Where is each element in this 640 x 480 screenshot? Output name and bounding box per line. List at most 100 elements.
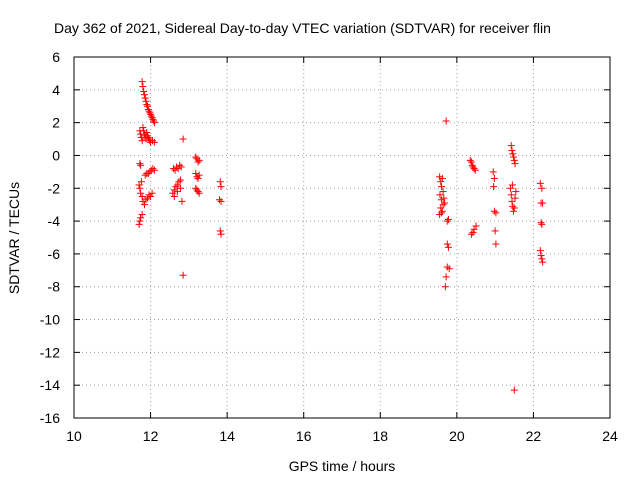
data-point — [437, 204, 445, 212]
data-point — [170, 186, 178, 194]
data-point — [467, 230, 475, 238]
data-point — [137, 189, 145, 197]
data-point — [436, 191, 444, 199]
data-point — [469, 229, 477, 237]
data-point — [511, 160, 519, 168]
data-point — [443, 240, 451, 248]
data-point — [215, 196, 223, 204]
data-point — [147, 112, 155, 120]
gridlines — [74, 57, 610, 418]
data-point — [537, 219, 545, 227]
y-tick-label: -8 — [48, 279, 61, 295]
data-point — [509, 202, 517, 210]
data-point — [538, 184, 546, 192]
data-point — [144, 133, 152, 141]
data-point — [437, 178, 445, 186]
data-point — [470, 165, 478, 173]
data-point — [195, 171, 203, 179]
data-point — [438, 209, 446, 217]
data-point — [138, 137, 146, 145]
data-point — [192, 153, 200, 161]
data-point — [136, 217, 144, 225]
data-point — [444, 215, 452, 223]
data-point — [150, 166, 158, 174]
data-point — [445, 265, 453, 273]
data-point — [508, 197, 516, 205]
data-point — [148, 189, 156, 197]
y-tick-label: -6 — [48, 246, 61, 262]
data-point — [137, 133, 145, 141]
data-point — [442, 273, 450, 281]
data-point — [194, 188, 202, 196]
data-point — [508, 181, 516, 189]
data-point — [137, 214, 145, 222]
data-point — [169, 189, 177, 197]
data-point — [506, 184, 514, 192]
data-point — [142, 196, 150, 204]
data-point — [443, 217, 451, 225]
data-point — [137, 178, 145, 186]
data-point — [137, 161, 145, 169]
data-point — [441, 283, 449, 291]
data-point — [138, 192, 146, 200]
data-point — [510, 153, 518, 161]
data-point — [468, 161, 476, 169]
data-point — [491, 227, 499, 235]
y-tick-label: 0 — [52, 147, 60, 163]
data-point — [138, 78, 146, 86]
data-point — [140, 127, 148, 135]
data-point — [538, 220, 546, 228]
data-point — [147, 110, 155, 118]
data-point — [490, 207, 498, 215]
data-point — [472, 222, 480, 230]
y-tick-label: -14 — [40, 377, 60, 393]
data-point — [539, 199, 547, 207]
data-point — [139, 83, 147, 91]
data-point — [178, 197, 186, 205]
data-point — [509, 150, 517, 158]
data-point — [217, 183, 225, 191]
x-tick-label: 20 — [449, 428, 465, 444]
x-tick-label: 24 — [602, 428, 618, 444]
data-point — [150, 117, 158, 125]
data-point — [139, 197, 147, 205]
data-point — [438, 183, 446, 191]
data-point — [150, 138, 158, 146]
y-tick-label: -16 — [40, 410, 60, 426]
data-point — [147, 192, 155, 200]
data-point — [176, 184, 184, 192]
data-point — [510, 386, 518, 394]
x-axis-label: GPS time / hours — [289, 458, 396, 474]
data-point — [492, 209, 500, 217]
data-point — [192, 170, 200, 178]
data-point — [442, 117, 450, 125]
data-point — [471, 166, 479, 174]
data-point — [142, 97, 150, 105]
y-tick-label: -2 — [48, 180, 61, 196]
data-point — [170, 192, 178, 200]
data-point — [443, 263, 451, 271]
x-tick-label: 12 — [143, 428, 159, 444]
y-tick-label: 6 — [52, 49, 60, 65]
y-tick-label: -4 — [48, 213, 61, 229]
data-point — [150, 119, 158, 127]
data-point — [510, 207, 518, 215]
data-point — [217, 197, 225, 205]
data-point — [194, 174, 202, 182]
data-point — [145, 107, 153, 115]
data-point — [467, 158, 475, 166]
data-point — [490, 183, 498, 191]
data-point — [146, 109, 154, 117]
data-point — [507, 142, 515, 150]
data-point — [144, 170, 152, 178]
data-point — [438, 196, 446, 204]
x-tick-label: 18 — [372, 428, 388, 444]
data-point — [466, 156, 474, 164]
x-tick-label: 14 — [219, 428, 235, 444]
data-point — [141, 94, 149, 102]
y-tick-label: -12 — [40, 344, 60, 360]
data-point — [179, 271, 187, 279]
data-point — [537, 252, 545, 260]
